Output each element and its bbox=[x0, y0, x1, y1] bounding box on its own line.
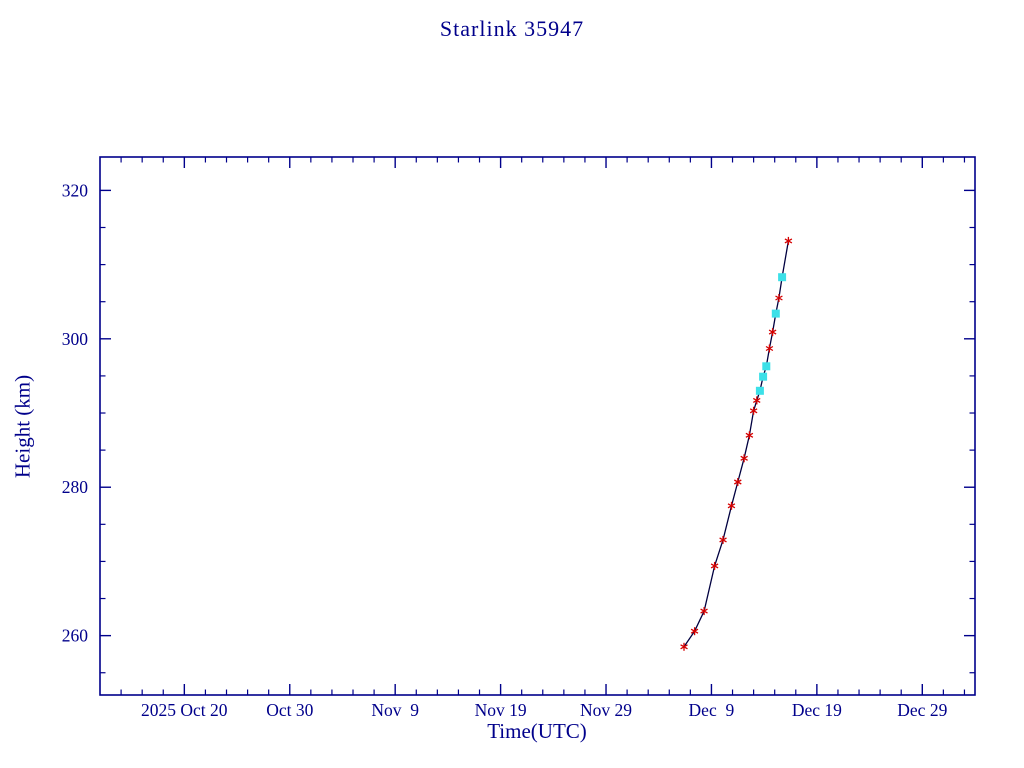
data-markers bbox=[680, 236, 793, 651]
red-star-marker bbox=[740, 455, 748, 461]
red-star-marker bbox=[745, 432, 754, 438]
red-star-marker bbox=[752, 397, 761, 403]
svg-text:2025 Oct 20: 2025 Oct 20 bbox=[141, 700, 228, 720]
svg-text:Oct 30: Oct 30 bbox=[266, 700, 313, 720]
svg-text:320: 320 bbox=[62, 180, 89, 200]
tick-labels: 2025 Oct 20 Oct 30 Nov 9 Nov 19 Nov 29 Dec 9 D… bbox=[62, 180, 948, 720]
svg-text:Nov 19: Nov 19 bbox=[475, 700, 527, 720]
svg-text:Nov 9: Nov 9 bbox=[371, 700, 419, 720]
chart-title: Starlink 35947 bbox=[439, 16, 585, 41]
red-star-marker bbox=[765, 345, 774, 352]
red-star-marker bbox=[775, 295, 783, 301]
red-star-marker bbox=[710, 563, 719, 569]
svg-text:Dec 29: Dec 29 bbox=[897, 700, 947, 720]
cyan-marker bbox=[755, 386, 764, 395]
cyan-marker bbox=[778, 273, 787, 282]
red-star-marker bbox=[733, 479, 742, 485]
svg-text:260: 260 bbox=[62, 626, 89, 646]
plot-frame bbox=[99, 156, 976, 696]
x-axis-title: Time(UTC) bbox=[487, 719, 587, 743]
red-star-marker bbox=[784, 238, 793, 244]
cyan-marker bbox=[759, 372, 768, 381]
red-star-marker bbox=[749, 408, 758, 414]
svg-text:Dec 19: Dec 19 bbox=[792, 700, 842, 720]
red-star-marker bbox=[700, 608, 708, 614]
svg-text:280: 280 bbox=[62, 477, 89, 497]
red-star-marker bbox=[727, 503, 736, 509]
svg-text:Dec 9: Dec 9 bbox=[689, 700, 735, 720]
svg-text:Nov 29: Nov 29 bbox=[580, 700, 632, 720]
cyan-marker bbox=[762, 362, 771, 371]
axis-ticks bbox=[100, 157, 975, 695]
red-star-marker bbox=[680, 644, 688, 650]
red-star-marker bbox=[768, 329, 777, 335]
red-star-marker bbox=[690, 628, 699, 634]
red-star-marker bbox=[719, 537, 727, 543]
height-curve bbox=[683, 240, 790, 648]
svg-text:300: 300 bbox=[62, 329, 89, 349]
cyan-marker bbox=[771, 309, 780, 318]
